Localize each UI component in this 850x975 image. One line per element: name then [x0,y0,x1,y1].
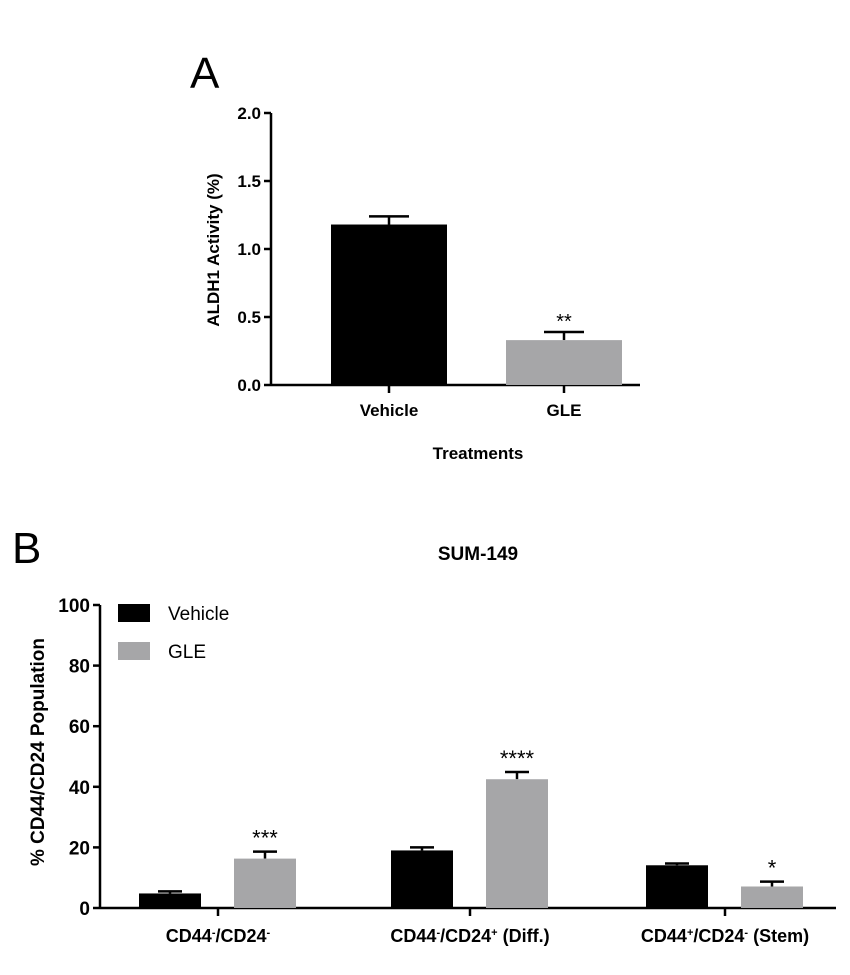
y-axis-title: % CD44/CD24 Population [28,638,49,866]
label-part: /CD24 [440,926,491,946]
bar-gle [506,340,622,385]
significance-label: ** [556,311,572,333]
y-tick-label: 60 [69,717,90,738]
label-part: /CD24 [693,926,744,946]
label-part: CD44 [641,926,687,946]
x-tick-label: Vehicle [360,401,419,420]
superscript: - [267,927,271,939]
bar-gle [486,779,548,908]
superscript: - [212,927,216,939]
legend-swatch-vehicle [118,604,150,622]
superscript: + [687,927,693,939]
bar-gle [741,886,803,908]
panel-label: A [190,49,220,98]
label-part: (Diff.) [498,926,550,946]
y-tick-label: 20 [69,838,90,859]
chart-title: SUM-149 [438,544,518,565]
label-part: CD44 [166,926,212,946]
x-tick-label: CD44+/CD24- (Stem) [641,926,809,946]
significance-label: * [768,856,777,881]
label-part: CD44 [390,926,436,946]
y-tick-label: 40 [69,778,90,799]
significance-label: *** [252,826,278,851]
legend-swatch-gle [118,642,150,660]
bar-gle [234,858,296,908]
label-part: (Stem) [748,926,809,946]
y-tick-label: 1.0 [237,240,261,259]
y-tick-label: 80 [69,657,90,678]
bar-vehicle [139,893,201,908]
superscript: + [491,927,497,939]
legend-label: Vehicle [168,604,229,625]
bar-vehicle [646,865,708,908]
y-tick-label: 0.0 [237,376,261,395]
significance-label: **** [500,746,535,771]
y-tick-label: 0.5 [237,308,261,327]
superscript: - [436,927,440,939]
y-tick-label: 0 [79,899,90,920]
panel-label: B [12,524,41,573]
superscript: - [744,927,748,939]
x-axis-title: Treatments [433,444,524,463]
x-tick-label: CD44-/CD24- [166,926,271,946]
y-tick-label: 2.0 [237,104,261,123]
y-tick-label: 1.5 [237,172,261,191]
legend-label: GLE [168,642,206,663]
bar-vehicle [331,224,447,385]
x-tick-label: CD44-/CD24+ (Diff.) [390,926,549,946]
y-axis-title: ALDH1 Activity (%) [204,173,223,326]
label-part: /CD24 [216,926,267,946]
x-tick-label: GLE [547,401,582,420]
y-tick-label: 100 [58,596,90,617]
bar-vehicle [391,850,453,908]
